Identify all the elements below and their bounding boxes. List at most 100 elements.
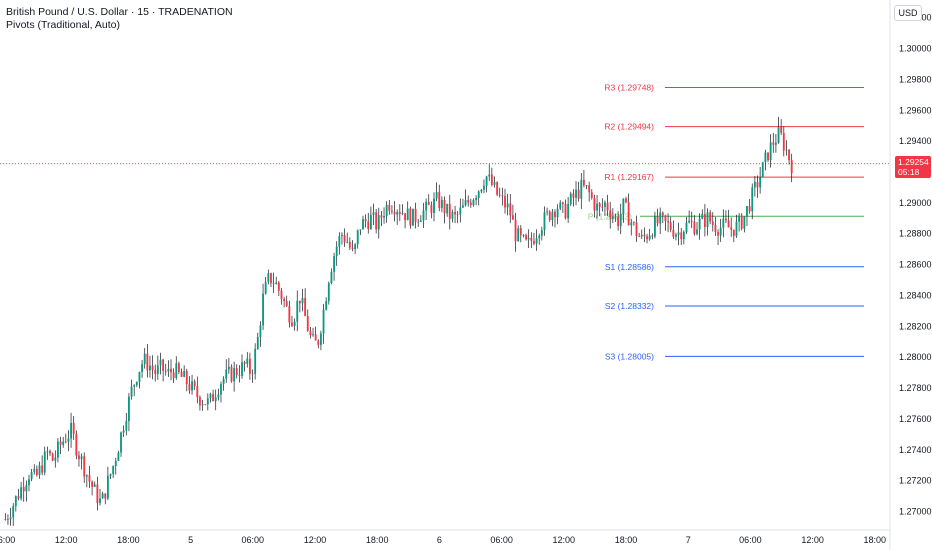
candle-body [701,214,704,219]
candle-body [75,433,78,456]
candle-body [312,334,314,336]
candle-body [162,359,165,371]
candle-body [622,198,625,214]
candle-body [769,142,772,161]
candle-body [398,211,401,215]
candle-body [464,200,467,206]
candle-body [172,372,175,379]
candle-body [511,215,514,220]
candle-body [262,293,264,326]
candle-body [212,393,215,402]
candle-body [630,222,633,226]
candle-body [709,212,712,222]
x-tick-label: 6 [437,535,442,545]
x-tick-label: 18:00 [117,535,140,545]
candle-body [585,185,588,187]
candle-body [454,211,456,215]
candle-body [356,230,359,245]
candle-body [667,221,669,223]
candle-body [288,306,291,323]
y-tick-label: 1.28400 [899,290,932,300]
candle-body [593,197,596,211]
candle-body [774,142,777,145]
candle-body [128,396,130,422]
candle-body [719,227,722,236]
candle-body [380,215,383,218]
candle-body [156,365,159,374]
candle-body [477,191,480,199]
candle-body [317,340,320,345]
candle-body [93,484,96,487]
candle-body [680,232,683,240]
candle-body [214,397,217,402]
chart-legend: British Pound / U.S. Dollar · 15 · TRADE… [6,6,233,32]
candle-body [635,222,638,236]
candle-body [535,238,538,244]
candle-body [627,202,630,226]
candle-body [30,472,33,480]
candle-body [735,221,738,236]
candle-body [285,300,288,307]
symbol-title[interactable]: British Pound / U.S. Dollar · 15 · TRADE… [6,6,233,18]
candle-body [656,216,659,224]
bar-countdown: 05:18 [898,166,920,177]
candle-body [101,493,104,499]
candle-body [41,465,44,473]
candle-body [767,152,769,161]
candle-body [159,359,162,366]
candle-body [604,202,606,207]
candle-body [580,179,583,199]
last-price-value: 1.29254 [898,156,929,167]
candle-body [738,215,741,222]
candle-body [619,213,622,227]
currency-button[interactable]: USD [894,5,922,21]
candle-body [106,475,109,499]
indicator-title[interactable]: Pivots (Traditional, Auto) [6,19,120,31]
candle-body [404,213,406,221]
candle-body [611,217,614,219]
candle-body [109,474,112,476]
x-tick-label: 12:00 [801,535,824,545]
candle-body [70,422,72,439]
candle-body [304,298,307,317]
candle-body [448,203,451,219]
x-tick-label: 18:00 [615,535,638,545]
candle-body [346,241,349,243]
candle-body [412,208,414,226]
candle-body [56,441,59,458]
candle-body [780,127,783,133]
candle-body [519,228,522,236]
candle-body [233,368,236,382]
candle-body [654,216,656,237]
candle-body [180,371,183,377]
candle-body [341,235,343,237]
candle-body [227,366,230,370]
candle-body [688,220,691,223]
candle-body [756,181,759,188]
candle-body [601,206,604,208]
candle-body [785,149,788,151]
candle-body [764,152,767,163]
candle-body [388,204,391,211]
candle-body [28,479,30,486]
candle-body [151,365,154,370]
candle-body [669,222,672,230]
candle-body [164,370,167,372]
candle-body [330,271,333,284]
candle-body [459,207,462,215]
candle-body [322,309,325,334]
candle-body [59,441,62,445]
candle-body [743,216,746,229]
candle-body [270,273,272,284]
candle-body [125,421,128,431]
pivot-label: R2 (1.29494) [604,122,654,132]
candle-body [493,182,496,185]
candle-body [275,282,278,285]
candle-body [761,162,764,178]
candle-body [362,219,364,230]
candle-body [259,325,262,337]
candle-body [91,481,94,487]
candle-body [188,384,191,391]
candle-body [201,404,204,406]
